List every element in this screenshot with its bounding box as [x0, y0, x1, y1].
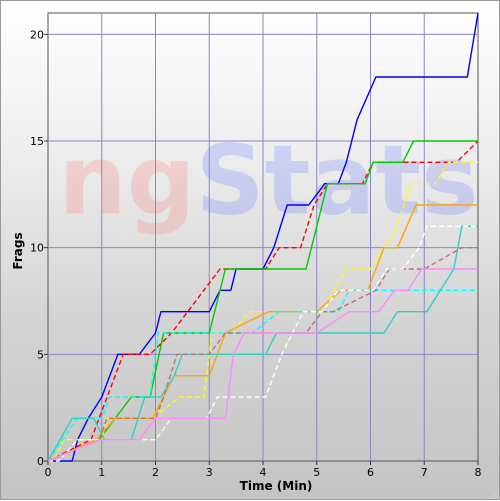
- y-axis-title: Frags: [11, 232, 25, 269]
- x-tick-label: 1: [98, 466, 105, 479]
- series-line-8: [47, 247, 478, 462]
- series-line-2: [47, 140, 479, 462]
- x-tick-label: 3: [206, 466, 213, 479]
- x-tick-label: 8: [475, 466, 482, 479]
- x-tick-label: 5: [313, 466, 320, 479]
- watermark-logo: ngStats: [58, 125, 478, 237]
- x-tick-label: 7: [421, 466, 428, 479]
- series-line-9: [48, 225, 478, 462]
- y-tick-label: 5: [37, 348, 44, 361]
- series-line-10: [47, 268, 478, 462]
- y-tick-label: 15: [30, 135, 44, 148]
- x-tick-label: 2: [152, 466, 159, 479]
- x-tick-label: 6: [367, 466, 374, 479]
- series-line-1: [48, 12, 479, 462]
- y-tick-label: 20: [30, 28, 44, 41]
- y-tick-label: 10: [30, 242, 44, 255]
- x-tick-label: 4: [260, 466, 267, 479]
- x-axis-title: Time (Min): [240, 479, 313, 493]
- x-tick-label: 0: [45, 466, 52, 479]
- y-tick-label: 0: [37, 455, 44, 468]
